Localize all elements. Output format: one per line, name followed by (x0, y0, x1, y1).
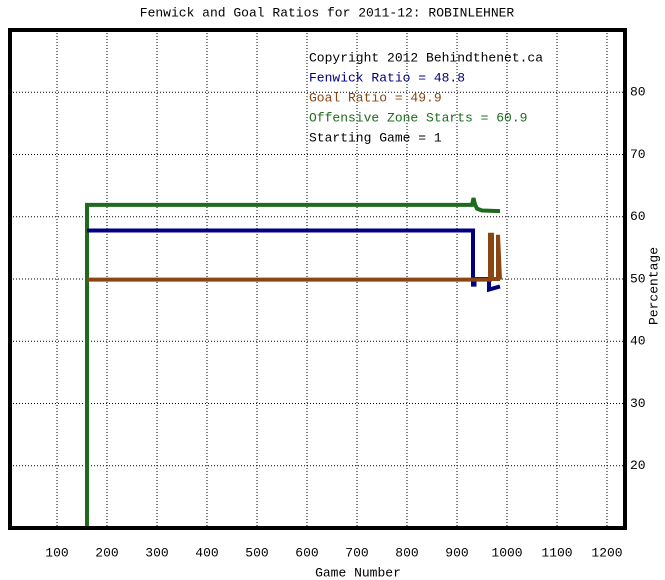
x-tick-label: 700 (345, 545, 368, 560)
series-line (85, 197, 501, 528)
annotation: Fenwick Ratio = 48.8 (309, 70, 465, 85)
annotation: Offensive Zone Starts = 60.9 (309, 110, 527, 125)
annotation: Copyright 2012 Behindthenet.ca (309, 50, 543, 65)
y-tick-label: 40 (630, 334, 646, 349)
x-tick-label: 300 (145, 545, 168, 560)
annotation: Starting Game = 1 (309, 130, 442, 145)
plot-frame (8, 28, 627, 530)
x-tick-label: 1200 (591, 545, 622, 560)
x-tick-label: 800 (395, 545, 418, 560)
y-tick-label: 70 (630, 147, 646, 162)
x-tick-label: 200 (95, 545, 118, 560)
y-tick-label: 20 (630, 458, 646, 473)
series-line (87, 232, 502, 282)
x-tick-label: 900 (445, 545, 468, 560)
y-tick-label: 80 (630, 85, 646, 100)
x-axis-label: Game Number (315, 565, 401, 580)
y-tick-label: 30 (630, 396, 646, 411)
annotation: Goal Ratio = 49.9 (309, 90, 442, 105)
x-tick-label: 600 (295, 545, 318, 560)
series-line (87, 228, 501, 293)
y-tick-label: 60 (630, 209, 646, 224)
x-tick-label: 1100 (541, 545, 572, 560)
x-tick-label: 500 (245, 545, 268, 560)
plot-area (10, 30, 625, 528)
x-tick-label: 100 (45, 545, 68, 560)
y-axis-label: Percentage (646, 247, 661, 325)
y-tick-label: 50 (630, 271, 646, 286)
x-tick-label: 400 (195, 545, 218, 560)
x-tick-label: 1000 (491, 545, 522, 560)
chart-title: Fenwick and Goal Ratios for 2011-12: ROB… (140, 5, 515, 20)
